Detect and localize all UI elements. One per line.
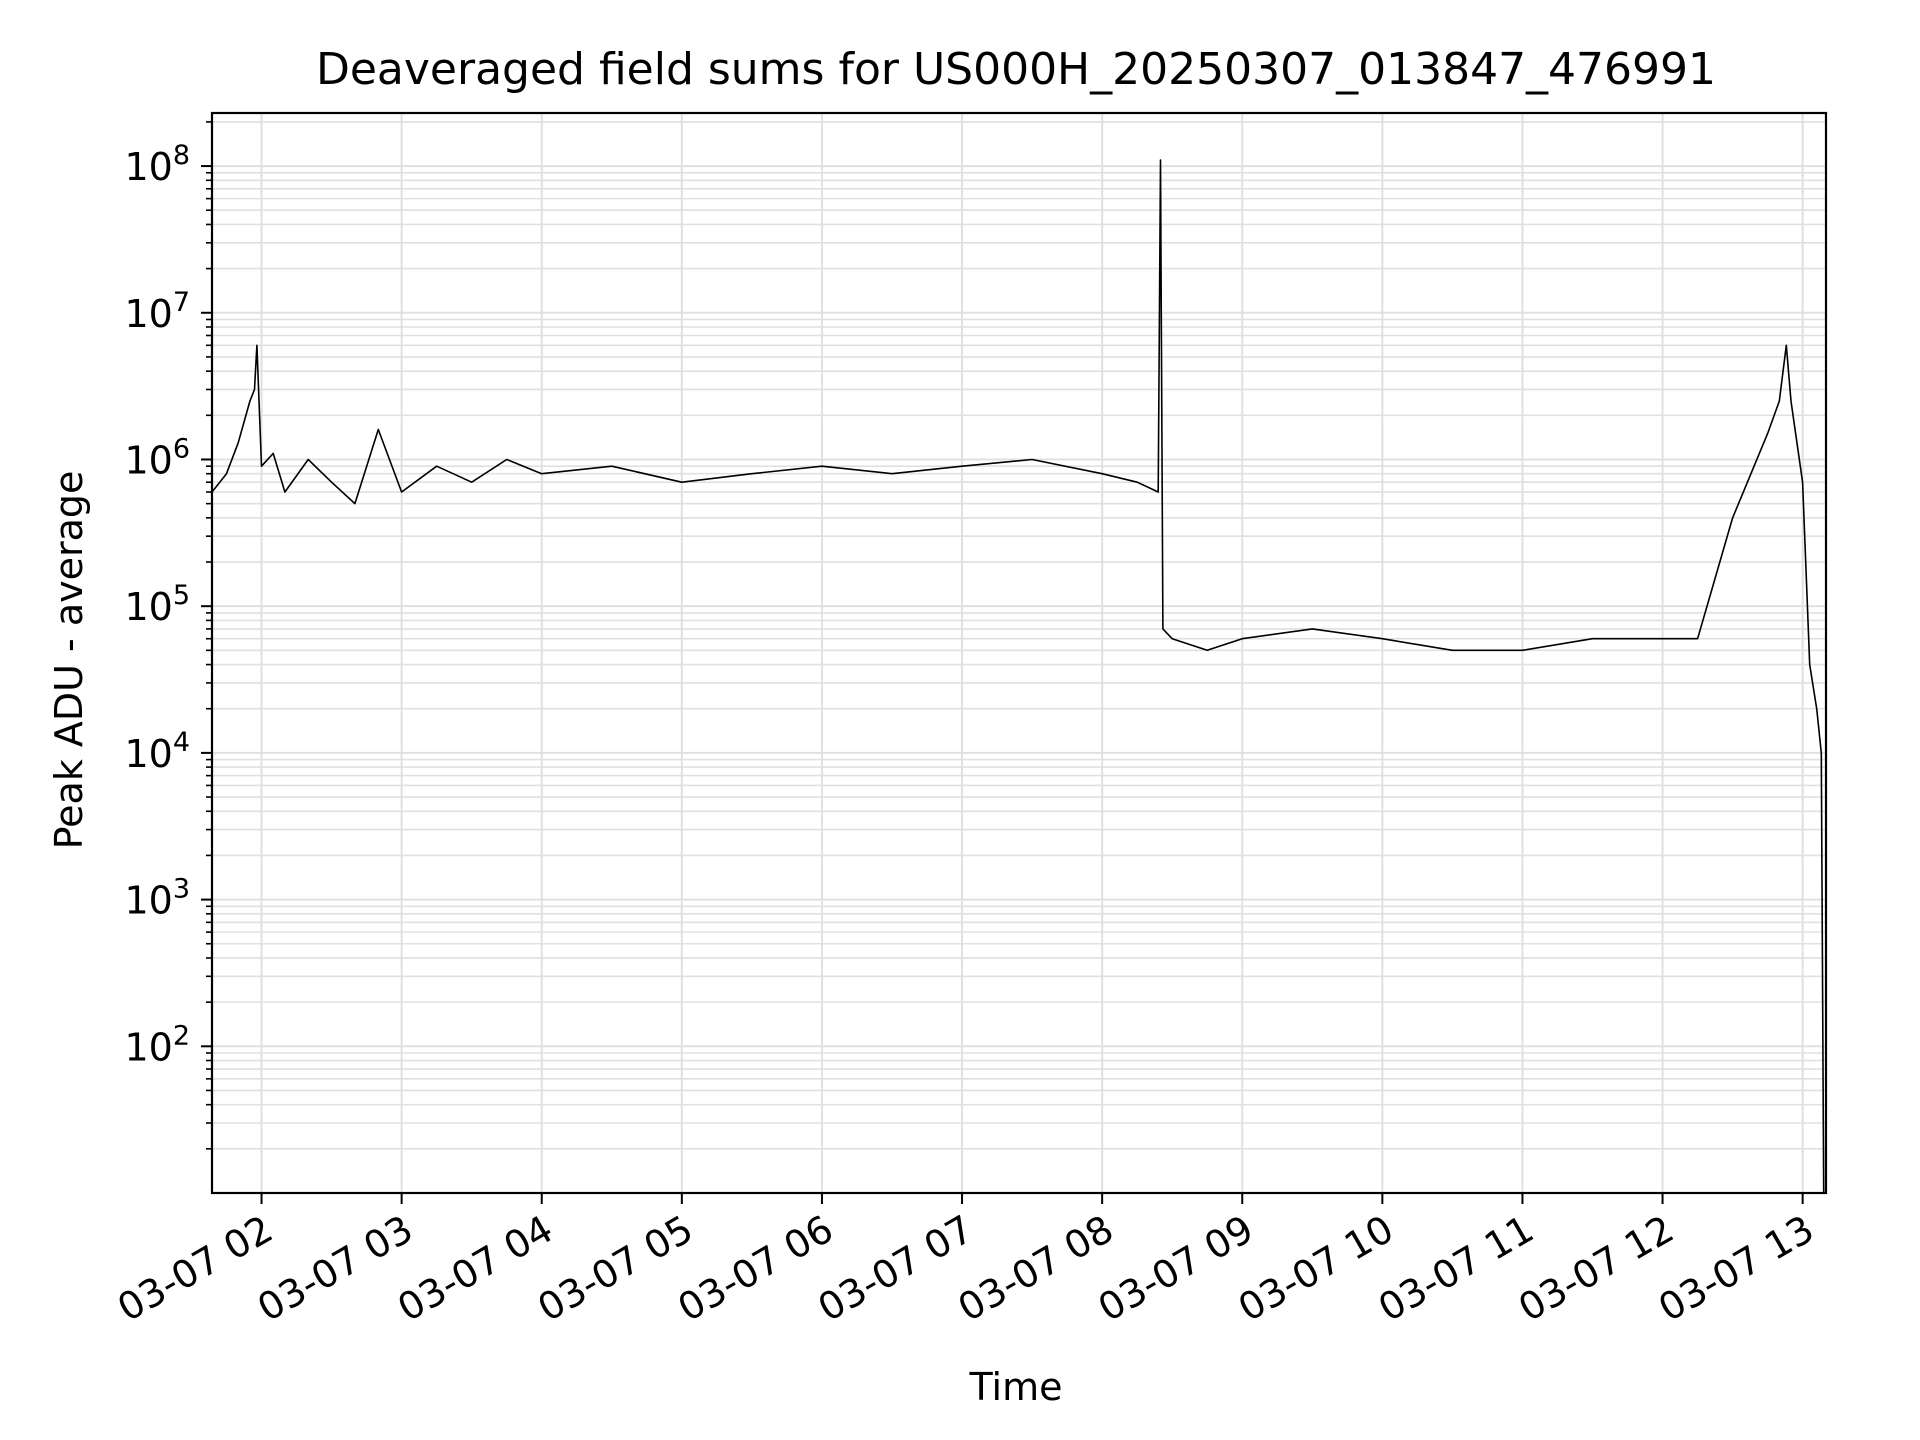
y-tick-label: 102 (124, 1020, 190, 1069)
x-tick-label: 03-07 11 (1371, 1207, 1541, 1331)
series-layer (211, 159, 1825, 1194)
x-tick-label: 03-07 03 (250, 1207, 420, 1331)
grid-layer (212, 113, 1826, 1193)
x-tick-label: 03-07 13 (1651, 1207, 1821, 1331)
x-tick-label: 03-07 02 (110, 1207, 280, 1331)
x-axis-label: Time (969, 1365, 1063, 1409)
y-tick-label: 103 (124, 874, 190, 923)
plot-frame (210, 111, 1828, 1195)
x-tick-label: 03-07 10 (1231, 1207, 1401, 1331)
y-tick-label: 107 (124, 287, 190, 336)
x-tick-label: 03-07 07 (811, 1207, 981, 1331)
x-tick-label: 03-07 09 (1091, 1207, 1261, 1331)
y-tick-label: 105 (124, 580, 190, 629)
y-tick-label: 106 (124, 433, 190, 482)
x-tick-label: 03-07 06 (670, 1207, 840, 1331)
series-line (211, 159, 1825, 1194)
x-tick-label: 03-07 12 (1511, 1207, 1681, 1331)
x-tick-label: 03-07 08 (951, 1207, 1121, 1331)
y-tick-label: 108 (124, 140, 190, 189)
x-tick-label: 03-07 04 (390, 1207, 560, 1331)
y-tick-label: 104 (124, 727, 190, 776)
y-axis-label: Peak ADU - average (47, 471, 91, 850)
chart-title: Deaveraged field sums for US000H_2025030… (316, 44, 1716, 95)
x-tick-label: 03-07 05 (530, 1207, 700, 1331)
